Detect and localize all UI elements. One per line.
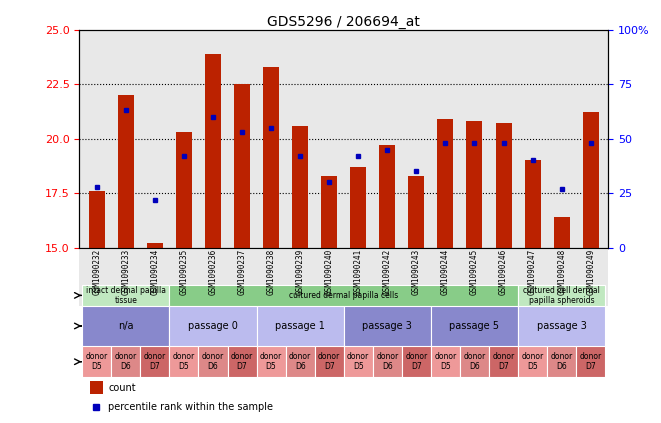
Text: passage 0: passage 0 [188,321,238,331]
Text: percentile rank within the sample: percentile rank within the sample [108,402,274,412]
Text: GSM1090246: GSM1090246 [499,249,508,295]
Text: donor
D5: donor D5 [260,352,282,371]
Text: donor
D5: donor D5 [347,352,369,371]
Bar [554,217,570,247]
Bar [496,124,512,247]
Bar [518,346,547,377]
Bar [286,346,315,377]
Text: donor
D7: donor D7 [580,352,602,371]
Bar [460,346,489,377]
Text: donor
D6: donor D6 [551,352,573,371]
Bar [205,54,221,247]
Text: GSM1090235: GSM1090235 [179,249,188,295]
Bar [344,305,431,346]
Bar [169,285,518,305]
Text: donor
D5: donor D5 [173,352,195,371]
Text: GSM1090249: GSM1090249 [586,249,595,295]
Text: GSM1090239: GSM1090239 [295,249,305,295]
Text: GSM1090236: GSM1090236 [208,249,217,295]
Text: n/a: n/a [118,321,134,331]
Text: GSM1090247: GSM1090247 [528,249,537,295]
Text: passage 1: passage 1 [275,321,325,331]
Bar [402,346,431,377]
Text: donor
D7: donor D7 [143,352,166,371]
Text: GSM1090234: GSM1090234 [150,249,159,295]
Text: GSM1090240: GSM1090240 [325,249,334,295]
Bar [431,346,460,377]
Text: donor
D5: donor D5 [522,352,544,371]
Text: intact dermal papilla
tissue: intact dermal papilla tissue [86,286,166,305]
Bar [583,113,599,247]
Bar [176,132,192,247]
Text: cultured dermal papilla cells: cultured dermal papilla cells [289,291,399,300]
Bar [140,346,169,377]
Bar [292,126,308,247]
Bar [467,121,483,247]
Text: GSM1090242: GSM1090242 [383,249,392,295]
Bar [379,145,395,247]
Text: donor
D6: donor D6 [202,352,224,371]
Bar [547,346,576,377]
Text: donor
D7: donor D7 [492,352,515,371]
Bar [408,176,424,247]
Text: passage 3: passage 3 [362,321,412,331]
Text: donor
D5: donor D5 [434,352,457,371]
Text: GSM1090243: GSM1090243 [412,249,421,295]
Bar [315,346,344,377]
Bar [263,67,279,247]
Text: GSM1090244: GSM1090244 [441,249,450,295]
Bar [518,285,605,305]
Bar [147,243,163,247]
Bar [256,305,344,346]
Text: GSM1090245: GSM1090245 [470,249,479,295]
Text: donor
D5: donor D5 [86,352,108,371]
Bar [350,167,366,247]
Bar [82,285,169,305]
Bar [118,95,134,247]
Text: GSM1090248: GSM1090248 [557,249,566,295]
Bar [111,346,140,377]
Text: donor
D6: donor D6 [376,352,399,371]
Bar [489,346,518,377]
Bar [169,346,198,377]
Bar [227,346,256,377]
Text: GSM1090241: GSM1090241 [354,249,363,295]
Text: donor
D6: donor D6 [114,352,137,371]
Bar [90,381,103,394]
Bar [576,346,605,377]
Bar [82,346,111,377]
Bar [256,346,286,377]
Bar [169,305,256,346]
Text: donor
D6: donor D6 [463,352,486,371]
Text: donor
D7: donor D7 [231,352,253,371]
Bar [234,84,250,247]
Bar [518,305,605,346]
Bar [344,346,373,377]
Bar [438,119,453,247]
Bar [373,346,402,377]
Text: GSM1090238: GSM1090238 [266,249,276,295]
Text: GSM1090233: GSM1090233 [122,249,130,295]
Text: donor
D7: donor D7 [318,352,340,371]
Bar [198,346,227,377]
Text: cultured cell dermal
papilla spheroids: cultured cell dermal papilla spheroids [524,286,600,305]
Bar [431,305,518,346]
Title: GDS5296 / 206694_at: GDS5296 / 206694_at [267,14,420,29]
Bar [321,176,337,247]
Text: passage 5: passage 5 [449,321,500,331]
Bar [525,160,541,247]
Bar [82,305,169,346]
Text: GSM1090232: GSM1090232 [93,249,101,295]
Text: GSM1090237: GSM1090237 [237,249,247,295]
Text: donor
D6: donor D6 [289,352,311,371]
Text: donor
D7: donor D7 [405,352,428,371]
Text: count: count [108,382,136,393]
Text: passage 3: passage 3 [537,321,586,331]
Bar [89,191,104,247]
